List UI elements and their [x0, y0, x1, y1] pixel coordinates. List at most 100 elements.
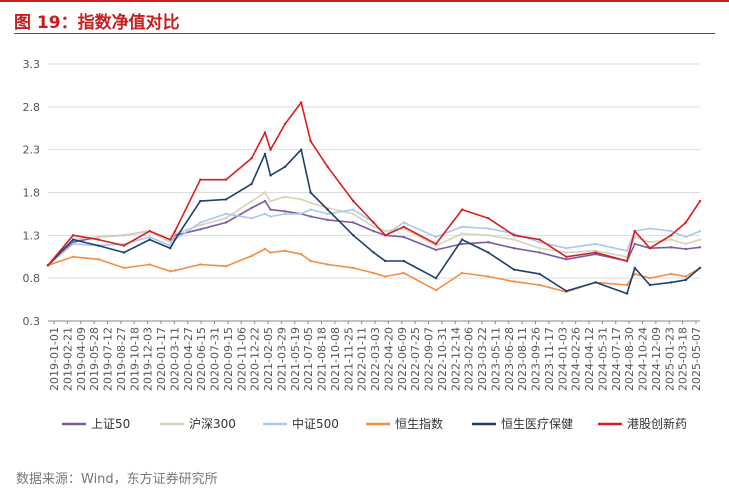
data-point — [512, 280, 516, 283]
x-tick-label: 2021-02-05 — [262, 327, 275, 391]
data-point — [684, 247, 687, 251]
data-point — [698, 238, 702, 241]
x-tick-label: 2024-04-12 — [583, 327, 596, 391]
x-tick-label: 2021-07-05 — [302, 327, 315, 391]
data-point — [352, 266, 355, 270]
data-point — [538, 247, 541, 250]
data-point — [669, 281, 673, 284]
series-5 — [46, 148, 702, 295]
data-point — [684, 221, 687, 224]
data-point — [283, 210, 287, 213]
data-point — [402, 259, 405, 263]
data-point — [648, 241, 652, 244]
x-tick-label: 2019-02-21 — [61, 327, 74, 391]
x-tick-label: 2019-04-09 — [75, 327, 88, 391]
data-point — [169, 270, 172, 273]
data-point — [669, 246, 673, 249]
data-point — [633, 242, 636, 246]
data-point — [565, 247, 568, 250]
data-point — [538, 251, 541, 254]
data-point — [122, 251, 126, 254]
data-point — [283, 212, 287, 216]
data-point — [199, 263, 202, 266]
legend-label: 上证50 — [91, 417, 130, 431]
y-tick-label: 3.3 — [23, 58, 41, 71]
legend-label: 港股创新药 — [627, 416, 687, 431]
legend-label: 中证500 — [292, 416, 339, 431]
data-point — [122, 234, 126, 237]
data-point — [97, 235, 100, 239]
legend-item: 港股创新药 — [598, 416, 687, 431]
data-point — [224, 198, 228, 201]
data-point — [460, 271, 464, 275]
x-tick-label: 2024-08-30 — [623, 327, 636, 391]
data-point — [269, 199, 272, 203]
x-tick-label: 2022-12-14 — [449, 327, 462, 391]
x-tick-label: 2025-03-18 — [677, 327, 690, 391]
top-rule — [0, 0, 729, 2]
x-tick-label: 2024-12-09 — [650, 327, 663, 391]
data-point — [538, 272, 541, 276]
data-point — [250, 182, 253, 186]
legend-label: 沪深300 — [189, 417, 236, 431]
data-point — [625, 292, 629, 295]
data-point — [565, 251, 568, 254]
legend-label: 恒生医疗保健 — [501, 417, 573, 431]
data-point — [625, 249, 629, 252]
data-point — [269, 208, 272, 211]
series-2 — [46, 191, 702, 267]
legend-item: 恒生医疗保健 — [472, 417, 573, 431]
series-line — [47, 208, 701, 266]
data-point — [460, 238, 464, 241]
data-point — [487, 234, 490, 237]
legend-item: 恒生指数 — [366, 416, 443, 431]
data-point — [487, 275, 490, 278]
data-point — [199, 223, 202, 227]
data-point — [460, 225, 464, 228]
x-tick-label: 2024-01-03 — [556, 327, 569, 391]
data-point — [326, 212, 329, 216]
x-tick-label: 2020-01-17 — [155, 327, 168, 391]
x-tick-label: 2021-05-19 — [289, 327, 302, 391]
y-tick-label: 2.3 — [23, 144, 41, 157]
data-point — [594, 251, 597, 254]
data-point — [698, 266, 702, 270]
legend-item: 中证500 — [263, 416, 339, 431]
x-tick-label: 2023-08-11 — [516, 327, 529, 391]
x-tick-label: 2022-07-25 — [409, 327, 422, 391]
x-tick-label: 2022-04-20 — [382, 327, 395, 391]
x-tick-label: 2020-12-22 — [249, 327, 262, 391]
data-point — [326, 165, 329, 168]
y-tick-label: 1.8 — [23, 187, 41, 200]
data-point — [71, 241, 75, 244]
data-point — [300, 198, 303, 201]
data-point — [698, 199, 702, 203]
data-point — [372, 229, 375, 233]
data-point — [434, 235, 438, 239]
x-tick-label: 2020-06-15 — [195, 327, 208, 391]
data-point — [283, 122, 287, 126]
x-tick-label: 2019-10-18 — [128, 327, 141, 391]
data-point — [594, 242, 597, 246]
data-point — [487, 227, 490, 230]
data-point — [326, 263, 329, 266]
series-3 — [46, 208, 702, 267]
data-point — [698, 229, 702, 233]
x-tick-label: 2020-04-27 — [182, 327, 195, 391]
x-tick-label: 2025-01-23 — [663, 327, 676, 391]
data-point — [309, 259, 312, 263]
x-tick-label: 2024-10-24 — [637, 327, 650, 391]
data-point — [309, 201, 312, 204]
data-point — [97, 258, 100, 261]
data-point — [633, 229, 636, 233]
x-tick-label: 2019-12-03 — [142, 327, 155, 391]
data-point — [97, 238, 100, 241]
data-point — [648, 247, 652, 250]
data-point — [372, 225, 375, 228]
data-point — [512, 234, 516, 237]
source-note: 数据来源：Wind，东方证券研究所 — [16, 472, 218, 487]
data-point — [402, 235, 405, 239]
data-point — [71, 234, 75, 237]
data-point — [565, 255, 568, 258]
data-point — [97, 244, 100, 247]
